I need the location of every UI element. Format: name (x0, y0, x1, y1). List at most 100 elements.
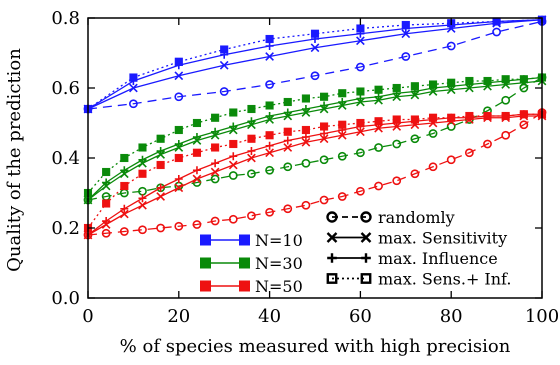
data-point (119, 227, 129, 236)
legend-label: N=10 (255, 231, 303, 250)
y-tick-label: 0.6 (51, 78, 80, 99)
legend-label: N=30 (255, 254, 303, 273)
data-point (219, 87, 229, 96)
data-point (156, 183, 165, 192)
data-point (374, 117, 383, 126)
legend-item-randomly: randomly (326, 208, 455, 227)
data-point (356, 94, 365, 103)
data-point (283, 127, 292, 136)
y-tick-label: 0.0 (51, 288, 80, 309)
data-point (192, 148, 202, 157)
legend-marker (239, 280, 250, 292)
data-point (192, 174, 202, 184)
data-point (320, 101, 329, 110)
data-point (483, 139, 492, 149)
y-tick-label: 0.2 (51, 218, 80, 239)
data-point (410, 82, 419, 91)
data-point (265, 101, 274, 110)
data-point (283, 108, 292, 117)
data-point (120, 204, 129, 213)
series-n50-max-sensitivity (83, 111, 547, 240)
data-point (174, 71, 184, 81)
series-line (87, 115, 542, 236)
legend-item-max-influence: max. Influence (327, 249, 498, 268)
data-point (392, 139, 402, 149)
data-point (192, 220, 202, 229)
legend-marker (326, 211, 338, 223)
data-point (310, 29, 320, 38)
data-point (156, 192, 166, 201)
data-point (138, 169, 147, 178)
data-point (356, 127, 365, 137)
legend-label: max. Influence (378, 249, 498, 268)
legend-item-n10: N=10 (200, 231, 303, 250)
data-point (192, 118, 202, 128)
data-point (229, 139, 238, 149)
data-point (492, 27, 501, 37)
data-point (229, 152, 238, 161)
data-point (464, 148, 474, 158)
data-point (211, 159, 220, 168)
data-point (519, 120, 529, 130)
data-point (319, 155, 329, 165)
data-point (192, 133, 201, 141)
data-point (483, 111, 492, 121)
data-point (138, 155, 147, 164)
data-point (174, 221, 184, 231)
data-point (138, 200, 147, 210)
data-point (211, 143, 220, 152)
data-point (128, 99, 138, 109)
data-point (228, 171, 238, 180)
axes-layer: 0 20 40 60 80 100 0.0 0.2 0.4 0.6 0.8 (51, 8, 559, 327)
data-point (174, 153, 183, 163)
data-point (211, 127, 220, 136)
data-point (210, 216, 220, 226)
legend-marker (361, 253, 371, 263)
data-point (174, 125, 183, 135)
data-point (283, 204, 293, 214)
data-point (428, 162, 438, 172)
data-point (410, 134, 420, 144)
x-tick-label: 40 (258, 306, 281, 327)
data-point (283, 143, 293, 152)
data-point (428, 113, 438, 122)
data-point (355, 62, 365, 72)
data-point (337, 130, 347, 140)
data-point (228, 214, 238, 224)
data-point (265, 34, 274, 44)
data-point (320, 92, 329, 101)
legend-marker (200, 257, 211, 269)
data-point (446, 122, 456, 131)
data-point (374, 85, 383, 94)
series-line (87, 113, 542, 236)
data-point (120, 166, 129, 175)
legend-marker (239, 257, 250, 269)
data-point (174, 140, 183, 148)
legend-marker (326, 273, 338, 284)
data-point (247, 117, 256, 126)
data-point (265, 52, 274, 61)
data-point (129, 83, 138, 93)
data-point (310, 43, 320, 53)
data-point (401, 20, 410, 30)
data-point (301, 137, 311, 147)
data-point (319, 195, 329, 205)
data-point (392, 176, 402, 186)
data-point (102, 199, 111, 208)
legend-marker (326, 232, 338, 243)
legend-label: N=50 (255, 277, 303, 296)
data-point (428, 129, 438, 138)
data-point (338, 89, 347, 98)
legend-marker (200, 280, 211, 292)
data-point (174, 57, 183, 66)
legend-label: max. Sens.+ Inf. (378, 270, 512, 289)
data-point (320, 122, 329, 131)
x-tick-label: 80 (440, 306, 463, 327)
series-n50-randomly (83, 108, 547, 240)
data-point (519, 75, 528, 84)
data-point (356, 118, 365, 128)
data-point (501, 75, 510, 84)
data-point (501, 111, 510, 121)
data-point (247, 147, 256, 155)
